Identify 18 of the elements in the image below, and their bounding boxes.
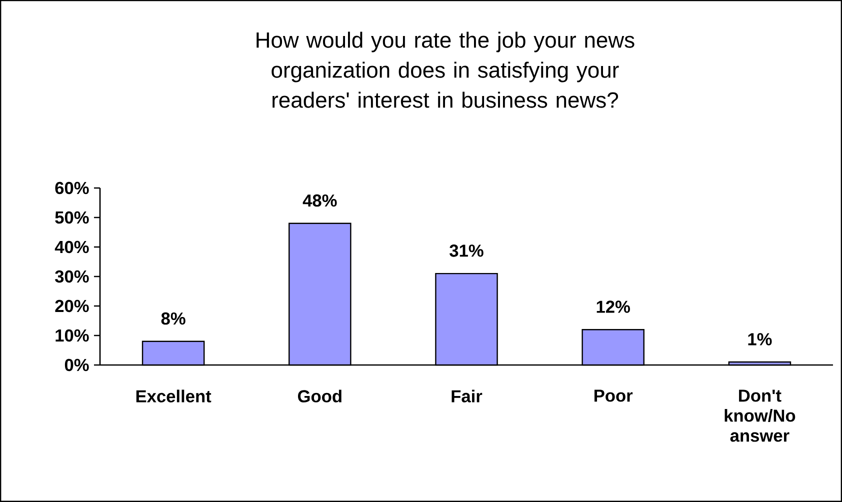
y-tick-label: 50% <box>55 211 89 224</box>
data-label: 31% <box>450 244 484 257</box>
data-label: 1% <box>748 333 772 346</box>
y-tick-label: 60% <box>55 182 89 194</box>
y-tick-label: 20% <box>55 300 89 312</box>
data-label: 12% <box>596 300 630 313</box>
x-tick-label: Poor <box>594 390 633 402</box>
data-label: 48% <box>302 194 337 207</box>
x-tick-label: Fair <box>452 390 482 402</box>
y-tick-label: 30% <box>55 270 89 283</box>
x-tick-label: Excellent <box>136 390 212 402</box>
y-tick-label: 0% <box>64 358 89 372</box>
y-tick-label: 40% <box>54 240 89 254</box>
x-tick-label: Don't know/No answer <box>724 390 796 442</box>
y-tick-label: 10% <box>56 329 89 342</box>
x-tick-label: Good <box>298 390 342 402</box>
chart-title: How would you rate the job your news organization does in satisfying your readers' interest in business news? <box>256 32 634 108</box>
data-label: 8% <box>161 312 186 325</box>
